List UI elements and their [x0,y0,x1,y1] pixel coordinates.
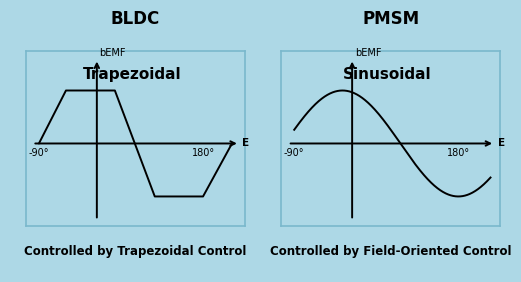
Text: E: E [242,138,250,149]
Text: PMSM: PMSM [362,10,419,28]
Text: Controlled by Field-Oriented Control: Controlled by Field-Oriented Control [270,245,512,258]
Text: Trapezoidal: Trapezoidal [83,67,181,82]
Text: E: E [498,138,505,149]
Text: 180°: 180° [192,148,215,158]
Text: -90°: -90° [284,148,304,158]
Text: -90°: -90° [29,148,49,158]
Text: BLDC: BLDC [111,10,160,28]
Text: bEMF: bEMF [355,48,381,58]
Text: Sinusoidal: Sinusoidal [343,67,432,82]
Text: bEMF: bEMF [100,48,126,58]
Text: Controlled by Trapezoidal Control: Controlled by Trapezoidal Control [24,245,246,258]
Text: 180°: 180° [447,148,470,158]
